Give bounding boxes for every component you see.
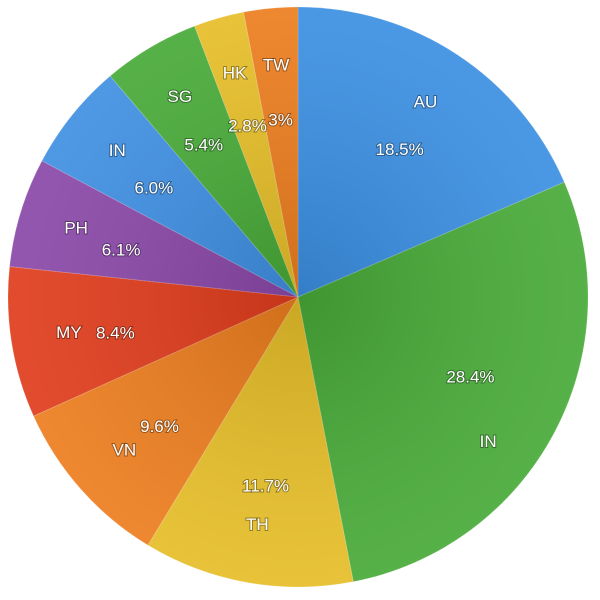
value-label: 3% bbox=[268, 110, 293, 129]
slice-label: TH bbox=[246, 515, 269, 534]
slice-label: MY bbox=[56, 323, 82, 342]
value-label: 5.4% bbox=[184, 135, 223, 154]
slice-label: SG bbox=[168, 87, 193, 106]
slice-label: PH bbox=[64, 219, 88, 238]
slice-label: TW bbox=[263, 56, 289, 75]
value-label: 6.0% bbox=[135, 178, 174, 197]
slice-label: AU bbox=[414, 93, 438, 112]
value-label: 18.5% bbox=[376, 140, 424, 159]
value-label: 2.8% bbox=[228, 117, 267, 136]
slice-label: IN bbox=[109, 141, 126, 160]
value-label: 8.4% bbox=[96, 324, 135, 343]
slice-label: HK bbox=[223, 63, 247, 82]
slice-label: VN bbox=[113, 440, 137, 459]
value-label: 6.1% bbox=[102, 240, 141, 259]
value-label: 11.7% bbox=[242, 477, 289, 496]
slice-label: IN bbox=[480, 432, 497, 451]
value-label: 28.4% bbox=[446, 368, 494, 387]
value-label: 9.6% bbox=[140, 417, 179, 436]
